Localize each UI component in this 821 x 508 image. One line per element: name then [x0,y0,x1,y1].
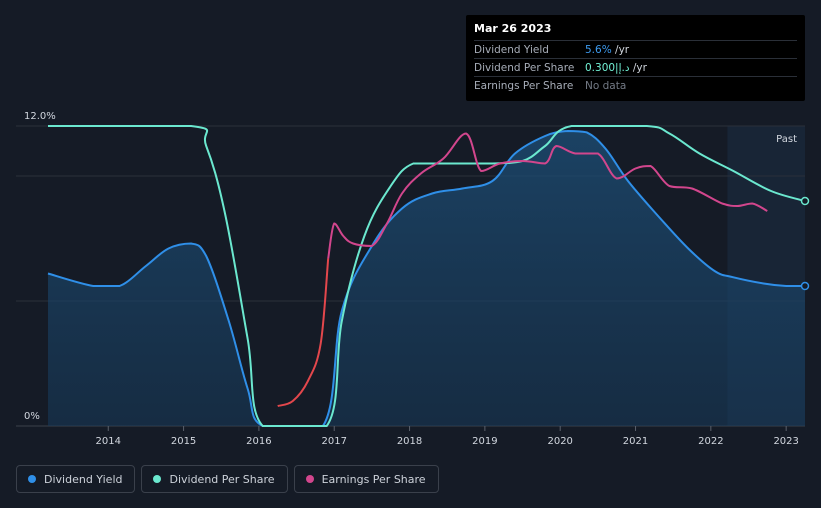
dividend-yield-value: 5.6% [585,43,612,56]
x-tick-label: 2022 [698,436,723,447]
legend: Dividend Yield Dividend Per Share Earnin… [16,465,439,493]
x-tick-label: 2015 [171,436,196,447]
dividend-per-share-end-marker [800,196,810,206]
x-tick-label: 2020 [547,436,572,447]
legend-dot-icon [305,475,314,483]
legend-dot-icon [28,475,36,483]
legend-item-dividend-yield[interactable]: Dividend Yield [16,465,136,493]
tooltip-row-dividend-yield: Dividend Yield 5.6% /yr [474,41,797,59]
tooltip-label: Dividend Per Share [474,61,575,74]
earnings-per-share-line [327,132,768,259]
tooltip-value: 5.6% /yr [585,44,629,56]
tooltip-value: 0.300|د.إ /yr [585,62,647,74]
legend-item-dividend-per-share[interactable]: Dividend Per Share [141,465,288,493]
x-tick-label: 2018 [397,436,422,447]
x-tick-label: 2019 [472,436,497,447]
legend-label: Earnings Per Share [321,472,426,486]
tooltip-suffix: /yr [611,43,630,56]
dividend-per-share-line [48,124,806,427]
x-tick-label: 2017 [322,436,347,447]
dividend-yield-end-marker [800,281,810,291]
legend-label: Dividend Yield [44,472,123,486]
dividend-yield-area [48,131,805,426]
tooltip-label: Dividend Yield [474,43,549,56]
x-tick-label: 2021 [623,436,648,447]
tooltip-value: No data [585,80,626,92]
legend-dot-icon [153,475,162,483]
x-tick-label: 2016 [246,436,271,447]
tooltip-label: Earnings Per Share [474,79,574,92]
legend-item-earnings-per-share[interactable]: Earnings Per Share [293,465,439,493]
x-tick-label: 2023 [773,436,798,447]
earnings-per-share-value: No data [585,79,627,92]
past-label: Past [776,134,797,145]
tooltip-row-earnings-per-share: Earnings Per Share No data [474,77,797,94]
tooltip-suffix: /yr [629,61,647,74]
legend-label: Dividend Per Share [169,472,275,486]
tooltip-panel: Mar 26 2023 Dividend Yield 5.6% /yr Divi… [466,15,805,101]
dividend-per-share-value: 0.300|د.إ [585,61,630,74]
x-tick-label: 2014 [96,436,121,447]
tooltip-date: Mar 26 2023 [474,22,797,41]
tooltip-row-dividend-per-share: Dividend Per Share 0.300|د.إ /yr [474,59,797,77]
y-tick-label: 12.0% [24,111,56,122]
earnings-per-share-negative-line [277,258,330,407]
y-tick-label: 0% [24,411,40,422]
dividend-yield-line [47,129,805,427]
